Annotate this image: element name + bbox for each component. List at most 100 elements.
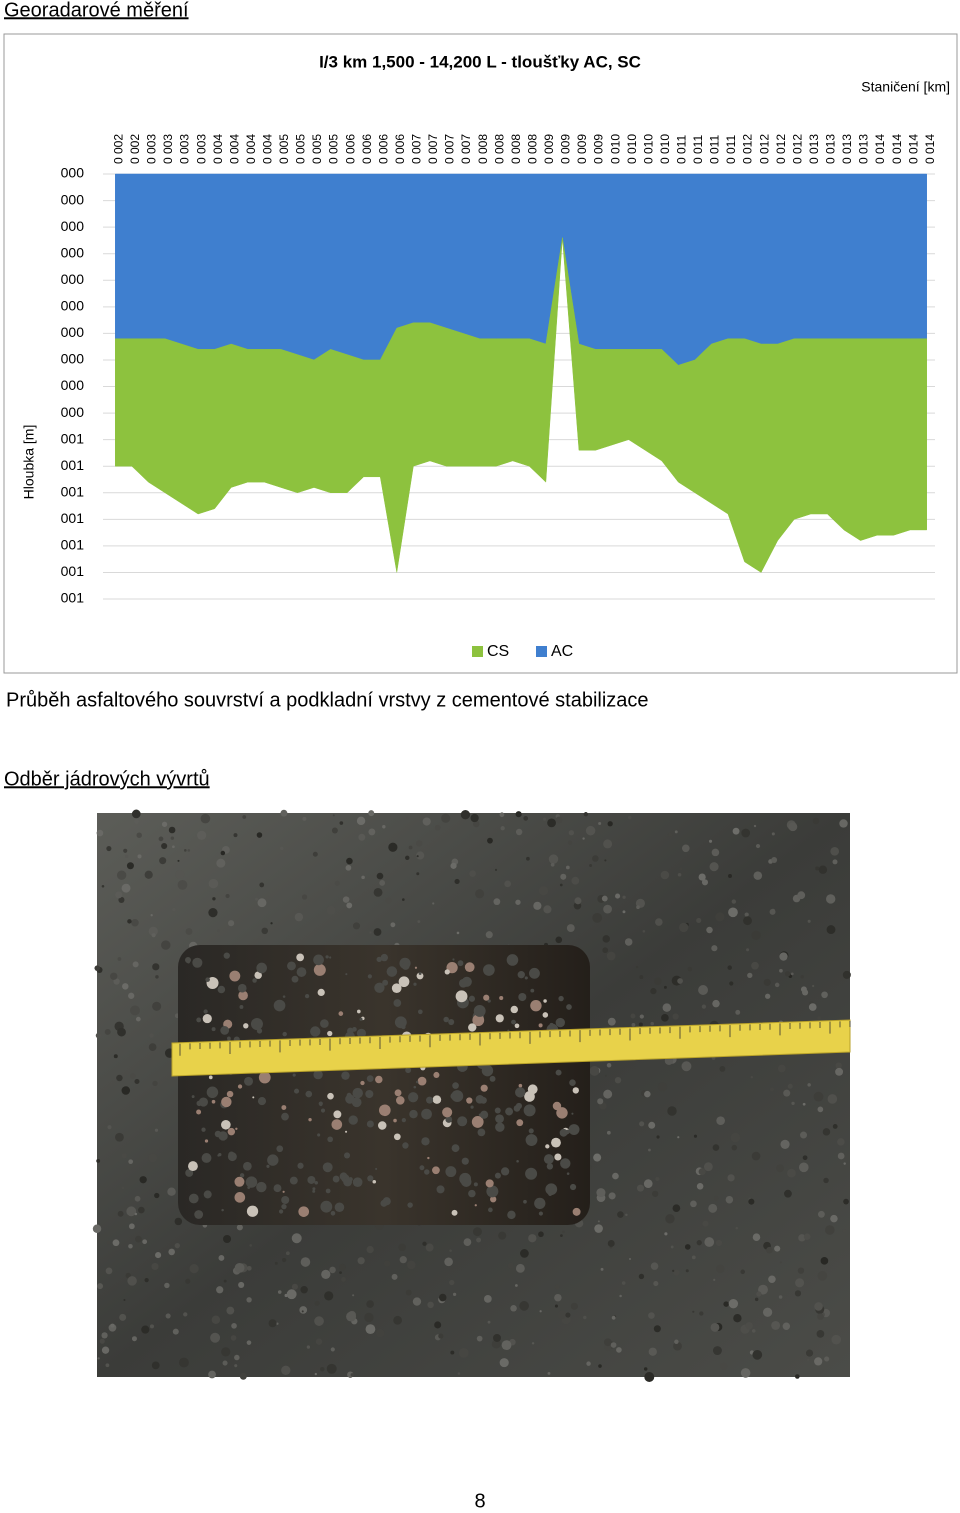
x-tick-label: 0 003: [161, 134, 175, 164]
area: [115, 237, 927, 573]
speck: [189, 1264, 199, 1274]
core-speck: [472, 1014, 485, 1027]
speck: [228, 920, 235, 927]
x-tick-label: 0 008: [492, 134, 506, 164]
speck: [339, 821, 344, 825]
speck: [639, 975, 644, 980]
speck: [364, 1312, 374, 1323]
speck: [470, 813, 479, 823]
core-speck: [542, 1012, 549, 1018]
speck: [611, 1315, 616, 1320]
speck: [155, 1252, 162, 1259]
speck: [95, 1032, 102, 1039]
core-speck: [320, 1108, 326, 1113]
speck: [144, 870, 153, 879]
core-speck: [524, 976, 528, 980]
speck: [644, 1372, 655, 1382]
speck: [559, 883, 563, 887]
speck: [615, 893, 621, 899]
x-tick-label: 0 012: [757, 134, 771, 164]
page-number: 8: [474, 1490, 485, 1512]
speck: [177, 859, 180, 862]
speck: [600, 1267, 604, 1271]
speck: [712, 1144, 720, 1151]
core-speck: [408, 1092, 419, 1103]
speck: [677, 1136, 680, 1139]
speck: [301, 894, 308, 900]
y-tick-label: 000: [61, 191, 85, 207]
core-speck: [443, 1016, 449, 1023]
x-tick-label: 0 011: [708, 135, 722, 164]
speck: [476, 1335, 483, 1342]
core-speck: [391, 983, 402, 993]
speck: [816, 1330, 825, 1338]
speck: [97, 1357, 100, 1360]
speck: [701, 879, 709, 886]
core-speck: [317, 988, 325, 997]
speck: [763, 978, 771, 986]
core-speck: [402, 1142, 409, 1149]
core-speck: [278, 1209, 284, 1214]
speck: [515, 1284, 518, 1287]
x-tick-label: 0 009: [559, 134, 573, 164]
speck: [603, 839, 613, 849]
core-speck: [282, 1031, 287, 1037]
speck: [607, 1240, 615, 1247]
speck: [342, 896, 350, 903]
measuring-tape: [171, 1019, 851, 1077]
speck: [650, 988, 657, 995]
speck: [608, 1192, 616, 1200]
core-speck: [366, 1075, 374, 1083]
speck: [624, 938, 633, 946]
speck: [155, 975, 159, 979]
core-speck: [333, 1110, 342, 1119]
speck: [835, 1062, 842, 1069]
speck: [368, 810, 375, 817]
speck: [774, 982, 780, 988]
speck: [393, 1315, 402, 1325]
core-speck: [366, 1120, 374, 1128]
speck: [121, 1186, 125, 1190]
core-speck: [452, 1082, 459, 1089]
speck: [357, 1257, 365, 1265]
speck: [696, 1182, 704, 1190]
core-speck: [471, 1116, 484, 1128]
speck: [154, 1192, 160, 1199]
speck: [702, 1220, 709, 1227]
speck: [152, 1080, 158, 1087]
speck: [416, 840, 423, 847]
speck: [713, 1278, 716, 1281]
speck: [802, 989, 809, 996]
speck: [515, 828, 523, 836]
core-speck: [257, 1097, 267, 1106]
core-speck: [552, 1101, 562, 1111]
core-speck: [569, 1183, 577, 1191]
speck: [438, 1293, 447, 1302]
core-speck: [543, 1154, 554, 1165]
core-speck: [186, 960, 190, 964]
speck: [713, 1195, 719, 1201]
speck: [741, 828, 751, 838]
speck: [416, 872, 420, 876]
speck: [126, 862, 134, 870]
core-speck: [367, 974, 372, 979]
x-tick-label: 0 013: [824, 134, 838, 164]
x-tick-label: 0 005: [327, 134, 341, 164]
speck: [373, 887, 383, 897]
speck: [712, 999, 720, 1008]
speck: [152, 1001, 162, 1011]
speck: [306, 1345, 311, 1349]
core-speck: [527, 1084, 538, 1095]
core-speck: [244, 1076, 254, 1086]
speck: [747, 972, 753, 979]
speck: [586, 1361, 591, 1366]
core-speck: [327, 1030, 333, 1037]
speck: [326, 1363, 337, 1374]
core-speck: [545, 1183, 558, 1196]
core-speck: [518, 1083, 523, 1088]
y-tick-label: 000: [61, 298, 85, 314]
speck: [208, 908, 218, 918]
core-speck: [379, 1104, 391, 1117]
speck: [161, 821, 168, 827]
core-speck: [367, 1175, 374, 1182]
